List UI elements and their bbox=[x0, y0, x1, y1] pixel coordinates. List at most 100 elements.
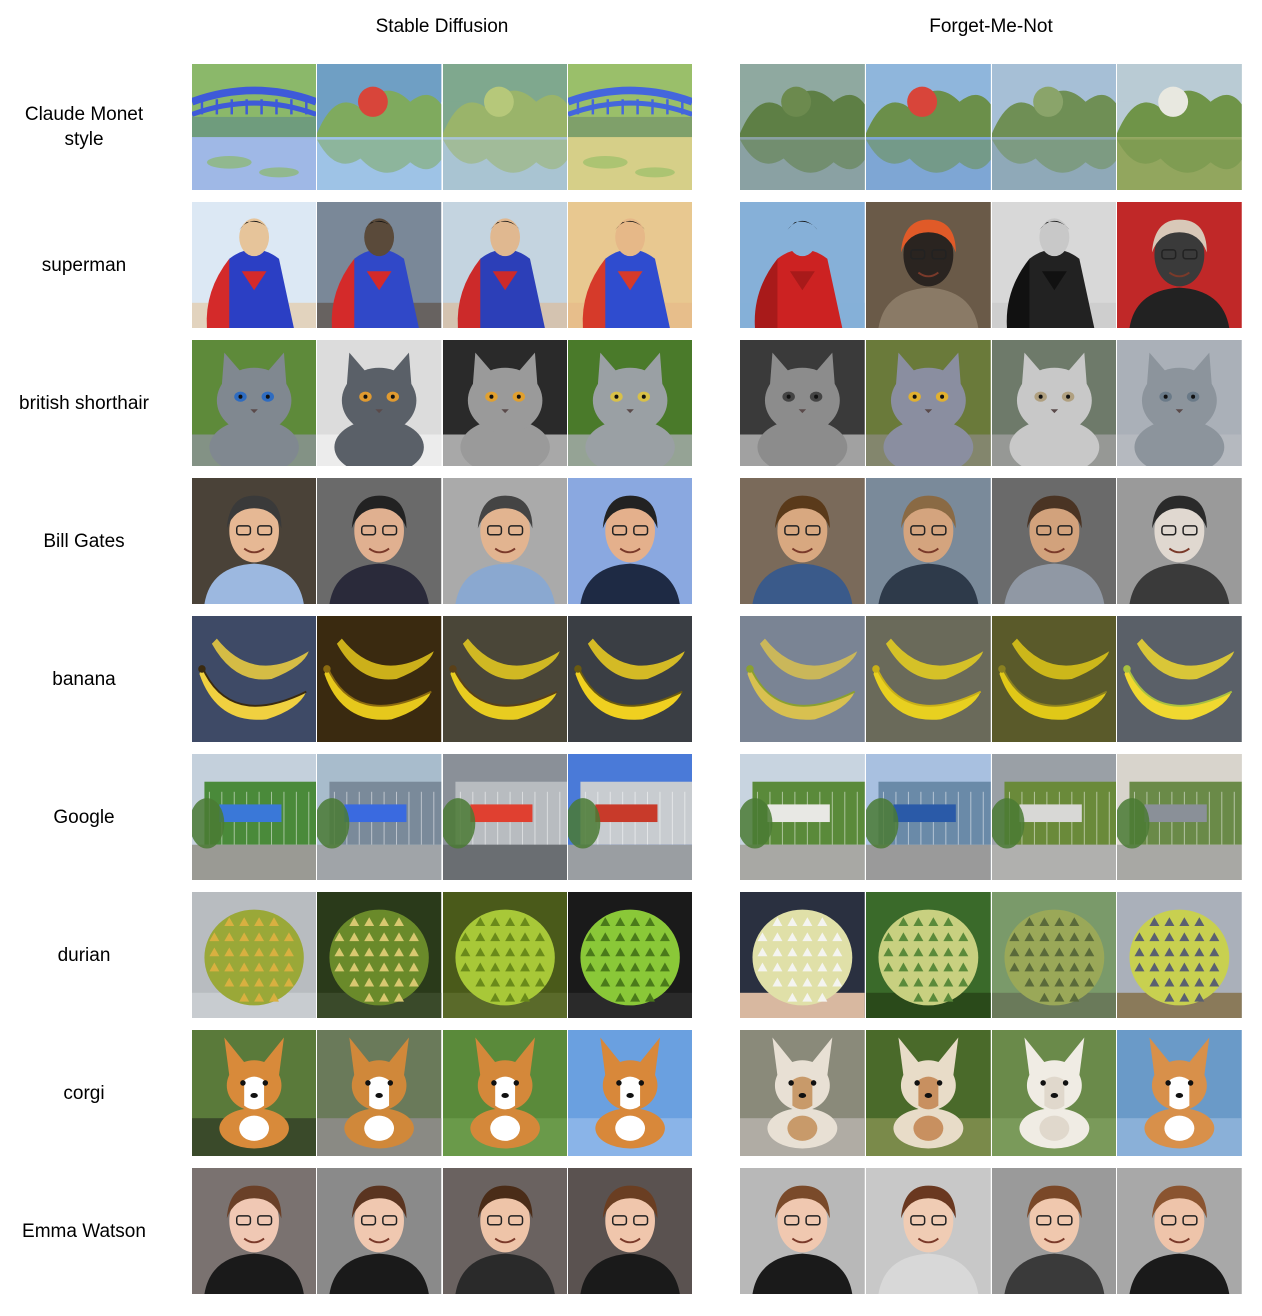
row-label-claude-monet-style: Claude Monet style bbox=[24, 104, 144, 150]
generated-image bbox=[1117, 754, 1242, 880]
row-label-superman: superman bbox=[41, 254, 127, 276]
generated-image bbox=[865, 754, 991, 880]
generated-image bbox=[865, 1168, 991, 1294]
generated-image bbox=[740, 616, 865, 742]
generated-image bbox=[567, 754, 692, 880]
generated-image bbox=[442, 478, 567, 604]
stable-diffusion-row-claude-monet-style bbox=[192, 64, 692, 190]
generated-image bbox=[1117, 1168, 1242, 1294]
generated-image bbox=[192, 64, 317, 190]
stable-diffusion-row-superman bbox=[192, 202, 692, 328]
generated-image bbox=[991, 1168, 1117, 1294]
generated-image bbox=[317, 478, 442, 604]
generated-image bbox=[442, 202, 567, 328]
generated-image bbox=[317, 616, 442, 742]
generated-image bbox=[865, 478, 991, 604]
row-label-durian: durian bbox=[57, 944, 111, 966]
generated-image bbox=[1117, 616, 1242, 742]
generated-image bbox=[991, 202, 1117, 328]
generated-image bbox=[567, 616, 692, 742]
generated-image bbox=[740, 478, 865, 604]
generated-image bbox=[567, 1168, 692, 1294]
generated-image bbox=[567, 340, 692, 466]
generated-image bbox=[442, 1030, 567, 1156]
generated-image bbox=[991, 892, 1117, 1018]
generated-image bbox=[991, 616, 1117, 742]
generated-image bbox=[740, 754, 865, 880]
generated-image bbox=[740, 1168, 865, 1294]
generated-image bbox=[865, 1030, 991, 1156]
generated-image bbox=[865, 64, 991, 190]
generated-image bbox=[1117, 478, 1242, 604]
generated-image bbox=[442, 340, 567, 466]
row-label-corgi: corgi bbox=[63, 1082, 105, 1104]
stable-diffusion-row-british-shorthair bbox=[192, 340, 692, 466]
generated-image bbox=[192, 754, 317, 880]
forget-me-not-row-corgi bbox=[740, 1030, 1242, 1156]
stable-diffusion-row-emma-watson bbox=[192, 1168, 692, 1294]
row-label-banana: banana bbox=[52, 668, 116, 690]
generated-image bbox=[317, 340, 442, 466]
row-label-bill-gates: Bill Gates bbox=[43, 530, 125, 552]
generated-image bbox=[567, 892, 692, 1018]
generated-image bbox=[192, 202, 317, 328]
generated-image bbox=[740, 892, 865, 1018]
generated-image bbox=[865, 340, 991, 466]
forget-me-not-row-superman bbox=[740, 202, 1242, 328]
generated-image bbox=[1117, 340, 1242, 466]
generated-image bbox=[1117, 64, 1242, 190]
generated-image bbox=[567, 202, 692, 328]
generated-image bbox=[442, 892, 567, 1018]
forget-me-not-row-british-shorthair bbox=[740, 340, 1242, 466]
generated-image bbox=[442, 616, 567, 742]
stable-diffusion-row-bill-gates bbox=[192, 478, 692, 604]
generated-image bbox=[1117, 1030, 1242, 1156]
stable-diffusion-row-durian bbox=[192, 892, 692, 1018]
generated-image bbox=[1117, 892, 1242, 1018]
generated-image bbox=[991, 340, 1117, 466]
generated-image bbox=[740, 340, 865, 466]
forget-me-not-row-emma-watson bbox=[740, 1168, 1242, 1294]
stable-diffusion-row-banana bbox=[192, 616, 692, 742]
generated-image bbox=[192, 478, 317, 604]
forget-me-not-row-claude-monet-style bbox=[740, 64, 1242, 190]
forget-me-not-row-durian bbox=[740, 892, 1242, 1018]
generated-image bbox=[192, 340, 317, 466]
generated-image bbox=[865, 202, 991, 328]
generated-image bbox=[991, 754, 1117, 880]
generated-image bbox=[317, 1030, 442, 1156]
generated-image bbox=[317, 754, 442, 880]
forget-me-not-row-google bbox=[740, 754, 1242, 880]
generated-image bbox=[740, 1030, 865, 1156]
generated-image bbox=[192, 1168, 317, 1294]
generated-image bbox=[317, 1168, 442, 1294]
generated-image bbox=[740, 202, 865, 328]
generated-image bbox=[317, 202, 442, 328]
generated-image bbox=[442, 754, 567, 880]
generated-image bbox=[567, 64, 692, 190]
generated-image bbox=[442, 64, 567, 190]
generated-image bbox=[1117, 202, 1242, 328]
generated-image bbox=[192, 892, 317, 1018]
generated-image bbox=[991, 1030, 1117, 1156]
generated-image bbox=[442, 1168, 567, 1294]
row-label-british-shorthair: british shorthair bbox=[19, 392, 149, 414]
generated-image bbox=[317, 892, 442, 1018]
generated-image bbox=[317, 64, 442, 190]
stable-diffusion-row-google bbox=[192, 754, 692, 880]
column-header-forget-me-not: Forget-Me-Not bbox=[929, 16, 1053, 37]
generated-image bbox=[991, 64, 1117, 190]
stable-diffusion-row-corgi bbox=[192, 1030, 692, 1156]
generated-image bbox=[740, 64, 865, 190]
generated-image bbox=[865, 892, 991, 1018]
generated-image bbox=[567, 478, 692, 604]
row-label-emma-watson: Emma Watson bbox=[22, 1220, 146, 1242]
generated-image bbox=[192, 1030, 317, 1156]
forget-me-not-row-banana bbox=[740, 616, 1242, 742]
column-header-stable-diffusion: Stable Diffusion bbox=[375, 16, 509, 37]
generated-image bbox=[991, 478, 1117, 604]
forget-me-not-row-bill-gates bbox=[740, 478, 1242, 604]
generated-image bbox=[865, 616, 991, 742]
generated-image bbox=[192, 616, 317, 742]
generated-image bbox=[567, 1030, 692, 1156]
